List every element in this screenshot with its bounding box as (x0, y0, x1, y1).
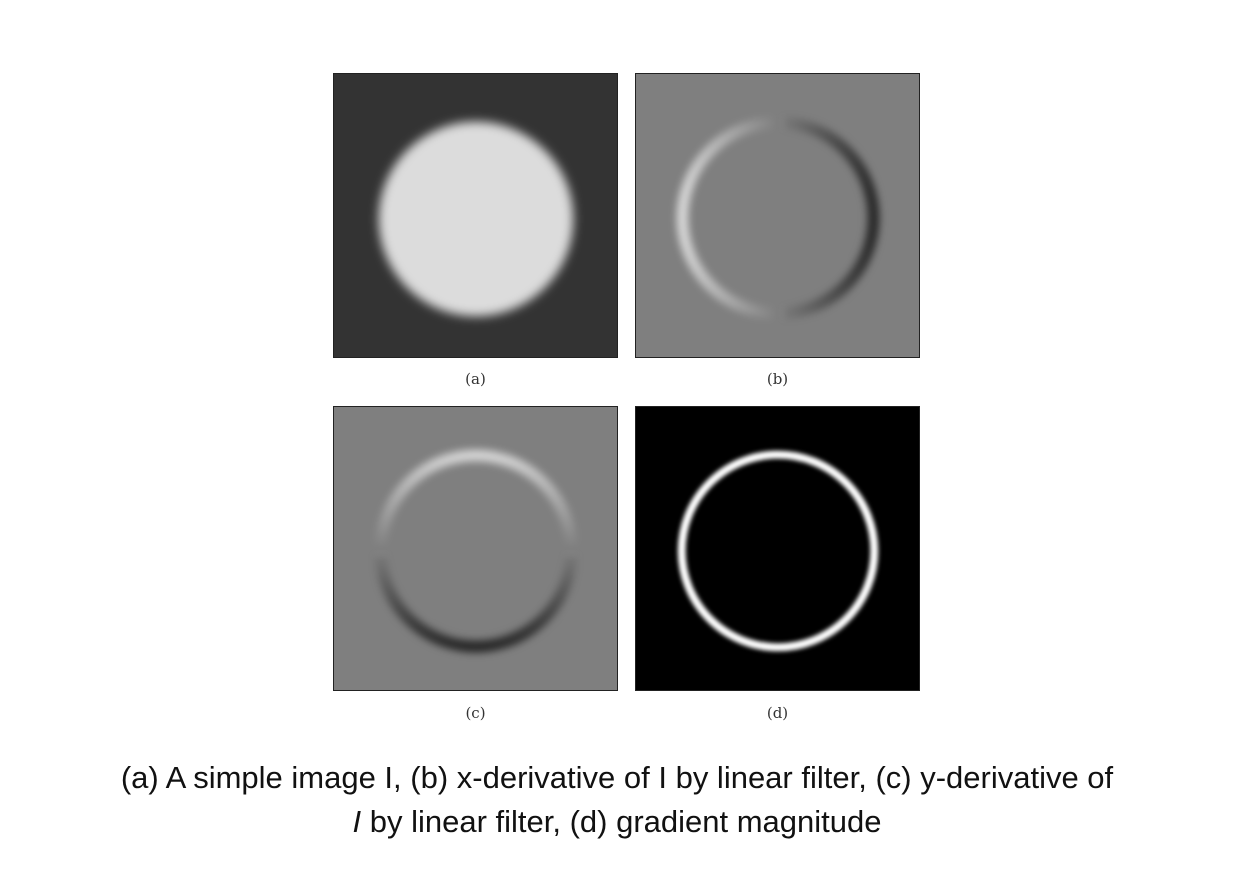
right-dark-edge (777, 116, 880, 320)
bottom-dark-edge (374, 550, 578, 653)
panel-a-label: (a) (465, 370, 486, 388)
edge-ring (677, 450, 879, 652)
figure-caption-line-1: (a) A simple image I, (b) x-derivative o… (120, 760, 1114, 795)
left-bright-edge (676, 116, 779, 320)
top-bright-edge (374, 449, 578, 551)
panel-b-x-derivative (635, 73, 920, 358)
panel-d-label: (d) (766, 704, 789, 722)
caption-line-2-text: by linear filter, (d) gradient magnitude (361, 804, 882, 839)
panel-c-graphic (334, 407, 617, 690)
panel-c-label: (c) (465, 704, 486, 722)
panel-d-graphic (636, 407, 919, 690)
panel-d-gradient-magnitude (635, 406, 920, 691)
panel-b-graphic (636, 74, 919, 357)
panel-c-y-derivative (333, 406, 618, 691)
bright-disk (378, 121, 574, 317)
figure-caption-line-2: I by linear filter, (d) gradient magnitu… (40, 800, 1194, 844)
panel-a-simple-image (333, 73, 618, 358)
panel-a-graphic (334, 74, 617, 357)
caption-italic-symbol: I (352, 804, 362, 839)
panel-b-label: (b) (766, 370, 789, 388)
